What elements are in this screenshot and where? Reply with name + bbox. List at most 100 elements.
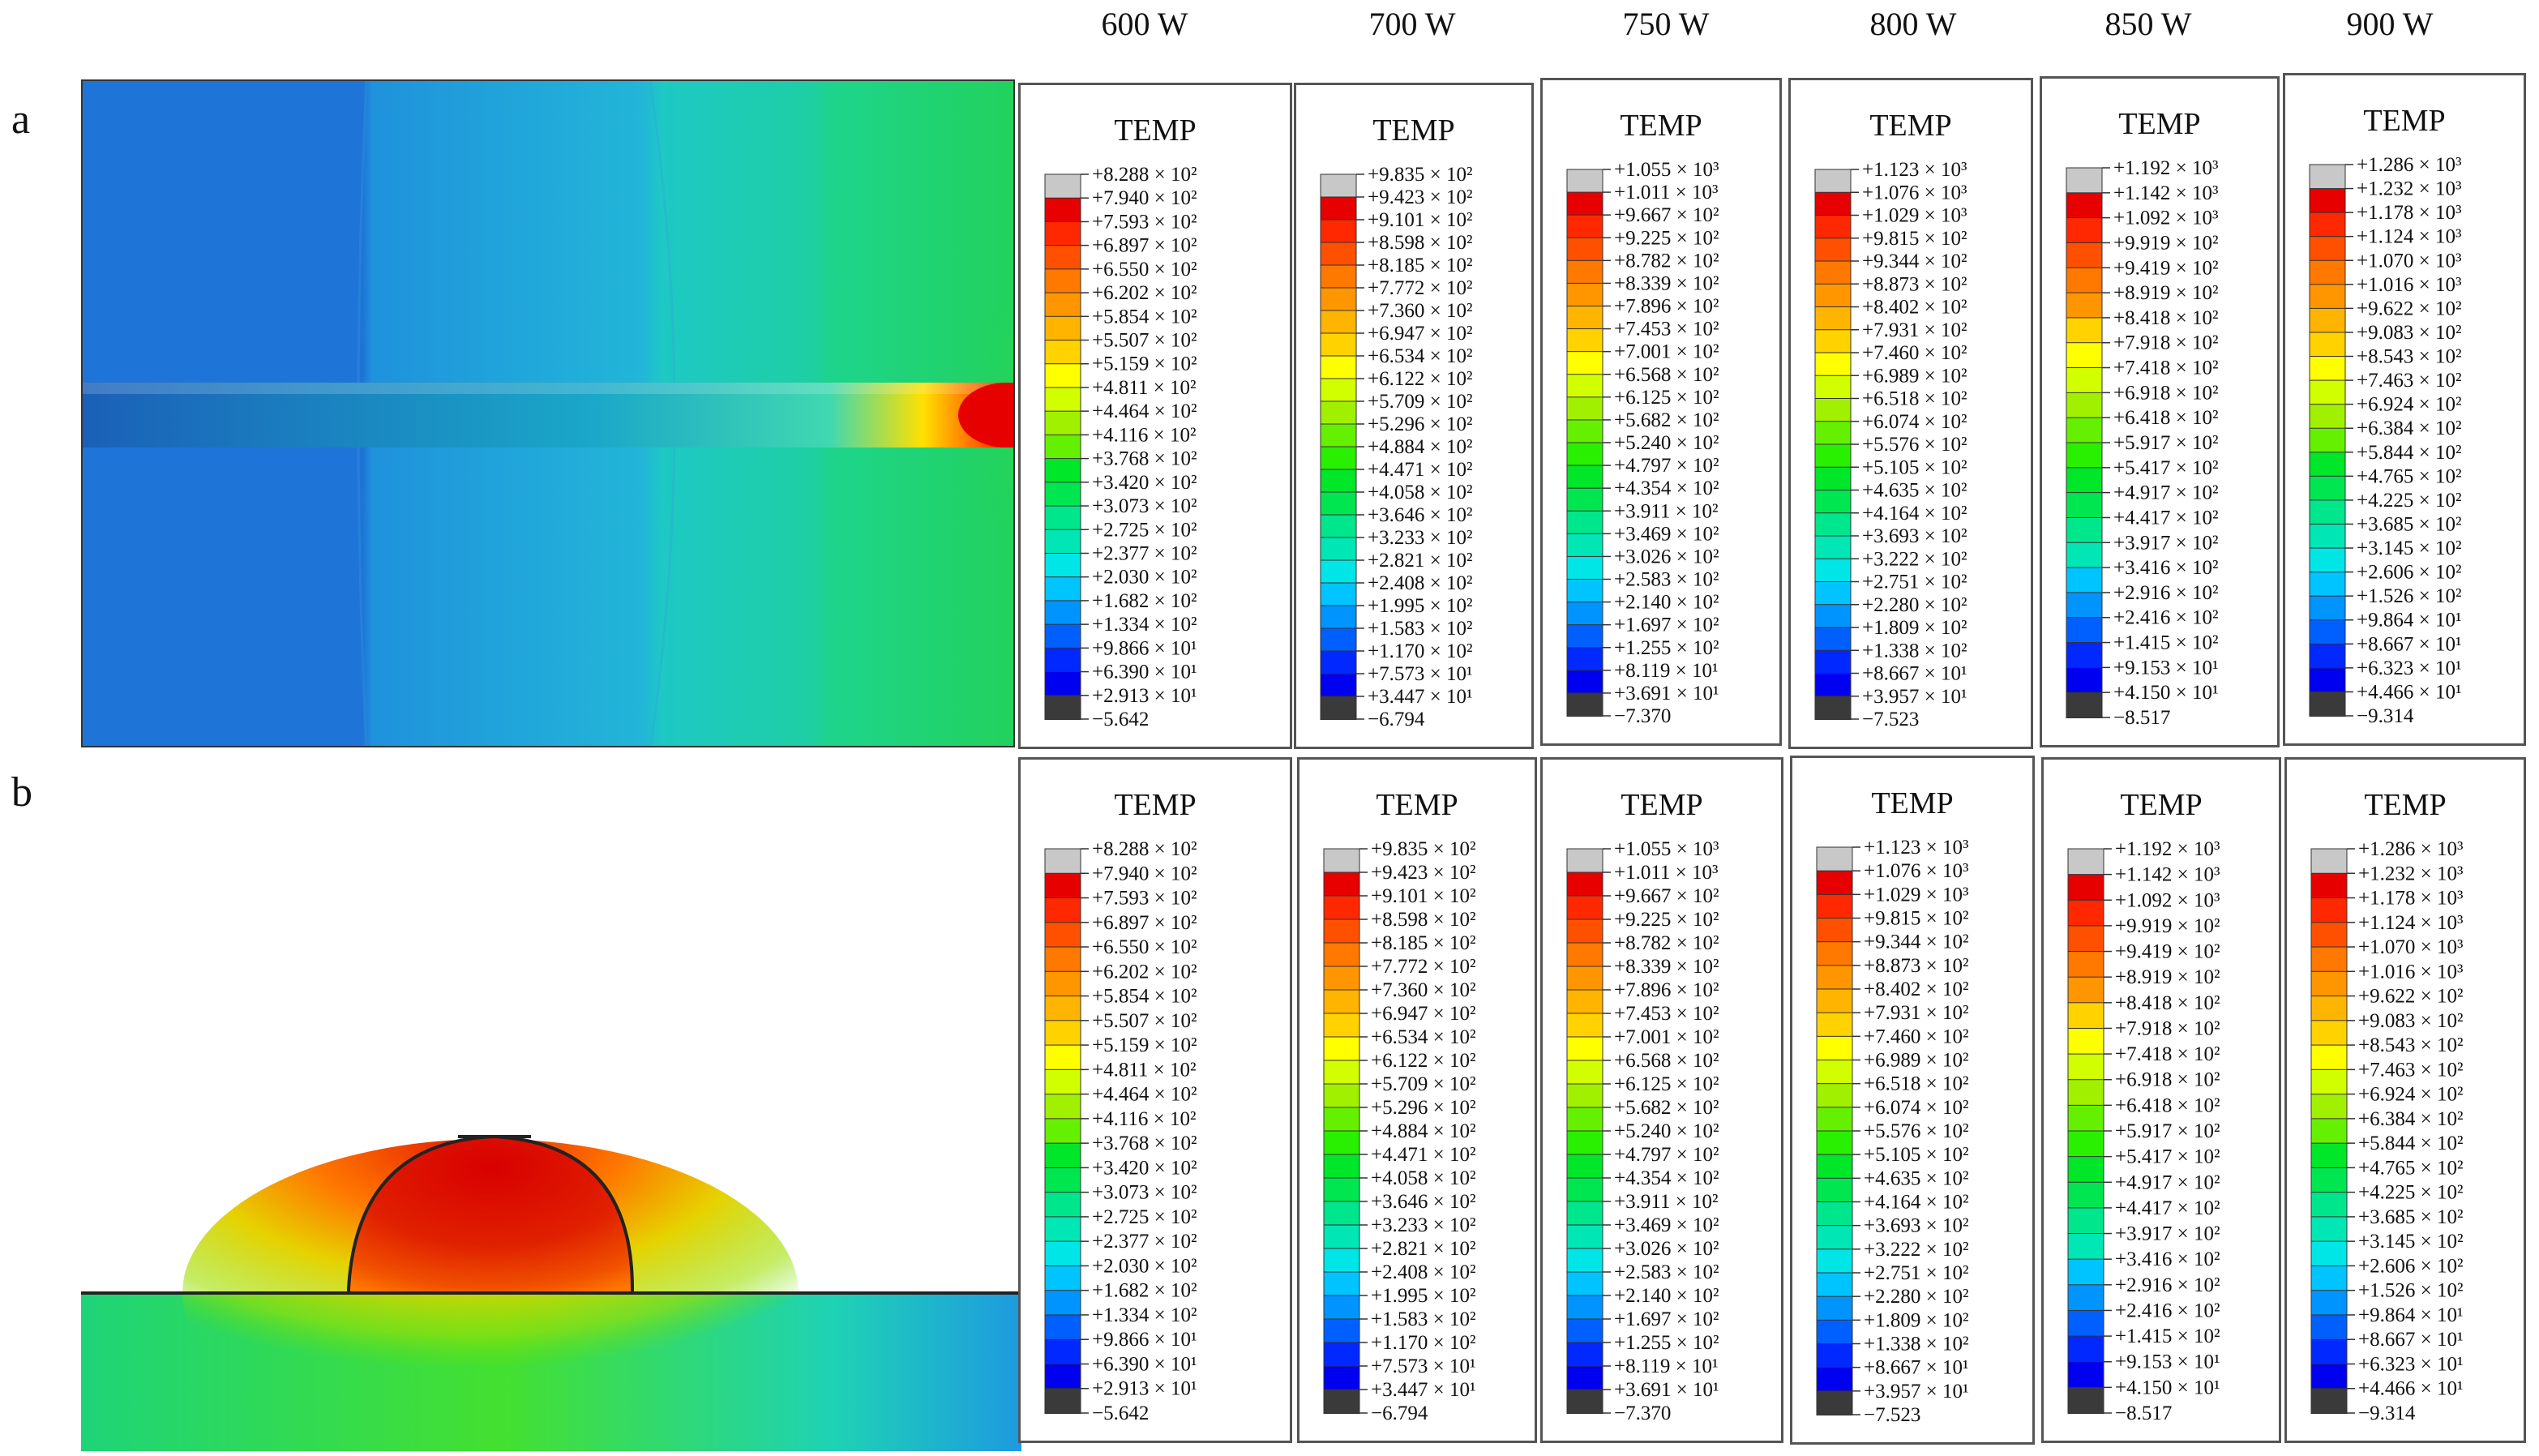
legend-swatch [2066, 367, 2103, 394]
legend-swatch [2067, 1130, 2104, 1158]
legend-value-label: +3.420 × 10² [1092, 1157, 1197, 1179]
legend-swatch [1044, 387, 1081, 413]
legend-value-label: −9.314 [2357, 705, 2414, 727]
temperature-field-top-svg [83, 81, 1013, 746]
legend-swatch [2067, 874, 2104, 901]
legend-value-label: +5.159 × 10² [1092, 1034, 1197, 1056]
legend-value-label: +9.423 × 10² [1371, 862, 1475, 884]
legend-value-label: +6.202 × 10² [1092, 282, 1197, 304]
legend-value-label: +7.573 × 10¹ [1371, 1355, 1475, 1377]
legend-swatch [1566, 465, 1603, 490]
legend-swatch [1044, 1290, 1081, 1316]
power-label-850: 850 W [2104, 6, 2192, 42]
legend-swatch [1320, 696, 1357, 720]
legend-value-label: +4.464 × 10² [1092, 1084, 1197, 1106]
legend-value-label: +8.402 × 10² [1864, 979, 1968, 1000]
legend-swatch [2066, 592, 2103, 619]
legend-swatch [1566, 237, 1603, 262]
legend-value-label: +3.957 × 10¹ [1862, 686, 1967, 708]
legend-swatch [1566, 942, 1603, 967]
legend-swatch [1814, 558, 1852, 583]
legend-swatch [1044, 292, 1081, 318]
legend-value-label: +4.635 × 10² [1862, 480, 1967, 502]
legend-swatch [2309, 356, 2346, 382]
legend-swatch [1814, 443, 1852, 469]
legend-swatch [1044, 897, 1081, 923]
legend-value-label: +7.460 × 10² [1862, 342, 1967, 364]
legend-value-label: +1.682 × 10² [1092, 1280, 1197, 1302]
legend-scale: +1.055 × 10³+1.011 × 10³+9.667 × 10²+9.2… [1566, 159, 1719, 727]
legend-swatch [2309, 427, 2346, 453]
legend-value-label: +3.026 × 10² [1614, 546, 1719, 567]
legend-swatch [1566, 328, 1603, 353]
legend-value-label: +6.418 × 10² [2113, 407, 2218, 429]
legend-swatch [1814, 512, 1852, 537]
legend-swatch [1320, 173, 1357, 198]
legend-value-label: +8.667 × 10¹ [2357, 633, 2461, 655]
legend-swatch [1320, 491, 1357, 516]
legend-value-label: +4.116 × 10² [1092, 424, 1197, 446]
legend-value-label: +2.916 × 10² [2113, 582, 2218, 604]
legend-swatch [2067, 1207, 2104, 1235]
legend-swatch [2067, 899, 2104, 927]
legend-swatch [2067, 1053, 2104, 1081]
legend-swatch [2067, 1233, 2104, 1261]
legend-swatch [1814, 604, 1852, 628]
legend-swatch [1320, 582, 1357, 606]
legend-value-label: +2.583 × 10² [1614, 1261, 1719, 1283]
legend-swatch [1044, 1068, 1081, 1095]
legend-value-label: +9.419 × 10² [2113, 257, 2218, 279]
legend-value-label: +1.070 × 10³ [2358, 936, 2464, 958]
legend-value-label: +1.192 × 10³ [2113, 157, 2219, 179]
legend-swatch [2066, 642, 2103, 669]
legend-swatch [1320, 355, 1357, 379]
legend-swatch [1044, 1388, 1081, 1415]
legend-swatch [2067, 1156, 2104, 1184]
legend-swatch [1566, 1365, 1603, 1390]
legend-swatch [1814, 696, 1852, 720]
legend-value-label: +8.288 × 10² [1092, 164, 1197, 186]
legend-swatch [1320, 650, 1357, 674]
legend-value-label: +2.821 × 10² [1368, 550, 1472, 572]
legend-swatch [1320, 196, 1357, 221]
legend-swatch [1044, 970, 1081, 997]
legend-swatch [2309, 404, 2346, 430]
legend-value-label: +3.911 × 10² [1614, 1191, 1719, 1213]
legend-swatch [1566, 533, 1603, 558]
legend-swatch [1044, 482, 1081, 507]
legend-value-label: +4.354 × 10² [1614, 1167, 1719, 1189]
legend-swatch [1320, 242, 1357, 266]
legend-value-label: +6.550 × 10² [1092, 936, 1197, 958]
legend-value-label: +7.918 × 10² [2113, 332, 2218, 354]
legend-panel-b-800: TEMP +1.123 × 10³ +1.076 × 10³ +1.029 × 10… [1790, 756, 2035, 1445]
legend-swatch [2309, 619, 2346, 645]
legend-value-label: +6.947 × 10² [1368, 323, 1472, 345]
legend-swatch [2310, 1265, 2348, 1291]
legend-panel-a-750: TEMP +1.055 × 10³ +1.011 × 10³ +9.667 × 10… [1540, 78, 1782, 746]
legend-swatch [2309, 379, 2346, 405]
legend-swatch [1816, 1177, 1853, 1203]
legend-value-label: +2.725 × 10² [1092, 519, 1197, 541]
legend-value-label: +9.919 × 10² [2115, 915, 2220, 937]
legend-value-label: +9.919 × 10² [2113, 232, 2218, 254]
legend-swatch [1044, 529, 1081, 555]
legend-scale: +1.192 × 10³ +1.142 × 10³ +1.092 × 10³ +9.9… [2067, 838, 2220, 1424]
legend-value-label: +6.323 × 10¹ [2358, 1353, 2463, 1375]
legend-value-label: +9.344 × 10² [1862, 251, 1967, 272]
legend-swatch [1323, 1295, 1360, 1320]
legend-value-label: +5.417 × 10² [2115, 1146, 2220, 1168]
legend-value-label: +5.159 × 10² [1092, 353, 1197, 375]
legend-value-label: +8.543 × 10² [2357, 346, 2461, 368]
legend-swatch [2310, 996, 2348, 1021]
legend-swatch [1566, 1389, 1603, 1414]
legend-value-label: +3.447 × 10¹ [1368, 686, 1472, 708]
legend-swatch [1816, 1130, 1853, 1156]
legend-value-label: +3.073 × 10² [1092, 1182, 1197, 1204]
legend-value-label: +4.058 × 10² [1368, 482, 1472, 503]
legend-value-label: +9.344 × 10² [1864, 931, 1968, 953]
legend-value-label: +3.646 × 10² [1371, 1191, 1475, 1213]
legend-swatch [2067, 1335, 2104, 1363]
legend-swatch [1566, 602, 1603, 626]
legend-value-label: +1.178 × 10³ [2357, 202, 2462, 224]
legend-value-label: +8.919 × 10² [2115, 966, 2220, 988]
